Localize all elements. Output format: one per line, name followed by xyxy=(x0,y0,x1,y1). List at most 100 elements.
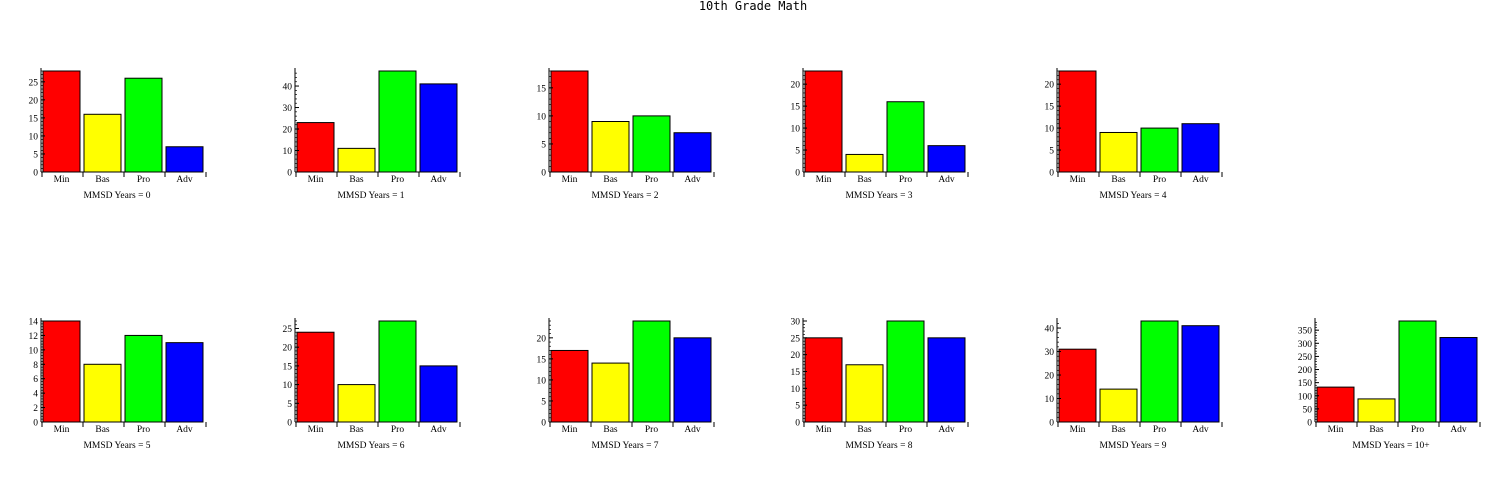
chart-panel-0: 0 5 10 15 20 25 Min Bas Pro Adv MMSD Years = 0 xyxy=(29,68,207,201)
y-tick-label: 10 xyxy=(283,147,293,157)
panel-label: MMSD Years = 10+ xyxy=(1352,441,1429,451)
x-tick-label: Bas xyxy=(95,175,110,185)
y-tick-label: 0 xyxy=(795,169,800,179)
bar-adv xyxy=(419,83,458,173)
y-tick-label: 12 xyxy=(29,332,39,342)
panel-label: MMSD Years = 8 xyxy=(845,441,912,451)
panel-label: MMSD Years = 9 xyxy=(1099,441,1166,451)
y-tick-label: 300 xyxy=(1298,340,1313,350)
y-tick-label: 5 xyxy=(795,402,800,412)
y-tick-label: 250 xyxy=(1298,353,1313,363)
bar-bas xyxy=(83,113,122,173)
y-tick-label: 0 xyxy=(33,169,38,179)
y-tick-label: 0 xyxy=(541,169,546,179)
x-tick-label: Bas xyxy=(857,425,872,435)
x-tick-label: Min xyxy=(816,425,832,435)
bar-bas xyxy=(83,363,122,423)
x-tick-label: Pro xyxy=(645,175,658,185)
y-tick-label: 0 xyxy=(795,419,800,429)
page-title: 10th Grade Math xyxy=(698,0,808,13)
y-tick-label: 10 xyxy=(29,346,39,356)
chart-panel-9: 0 10 20 30 40 Min Bas Pro Adv MMSD Years = 9 xyxy=(1045,318,1223,451)
bar-bas xyxy=(337,147,376,173)
panel-label: MMSD Years = 5 xyxy=(83,441,150,451)
y-tick-label: 5 xyxy=(541,140,546,150)
chart-panel-5: 0 2 4 6 8 10 12 14 Min Bas Pro Adv MMSD Years = 5 xyxy=(29,318,207,451)
y-tick-label: 40 xyxy=(1045,325,1055,335)
bar-pro xyxy=(378,320,417,423)
bar-adv xyxy=(927,337,966,423)
x-tick-label: Pro xyxy=(137,175,150,185)
x-tick-label: Adv xyxy=(938,425,955,435)
bar-bas xyxy=(591,121,630,173)
x-tick-label: Min xyxy=(562,425,578,435)
y-tick-label: 20 xyxy=(1045,81,1055,91)
bar-pro xyxy=(1140,320,1179,423)
x-tick-label: Pro xyxy=(391,175,404,185)
panel-label: MMSD Years = 2 xyxy=(591,191,658,201)
bar-min xyxy=(550,349,589,423)
y-tick-label: 15 xyxy=(791,368,801,378)
x-tick-label: Adv xyxy=(684,175,701,185)
y-tick-label: 30 xyxy=(1045,348,1055,358)
y-tick-label: 40 xyxy=(283,83,293,93)
bar-pro xyxy=(632,115,671,173)
x-tick-label: Min xyxy=(1070,425,1086,435)
x-tick-label: Min xyxy=(54,425,70,435)
x-tick-label: Bas xyxy=(349,175,364,185)
bar-adv xyxy=(165,342,204,423)
y-tick-label: 350 xyxy=(1298,327,1313,337)
y-tick-label: 20 xyxy=(791,81,801,91)
bar-min xyxy=(42,320,81,423)
y-tick-label: 20 xyxy=(283,344,293,354)
bar-min xyxy=(296,122,335,173)
bar-bas xyxy=(1357,398,1396,423)
y-tick-label: 25 xyxy=(29,78,39,88)
bar-min xyxy=(1058,70,1097,173)
bar-min xyxy=(804,70,843,173)
y-tick-label: 8 xyxy=(33,361,38,371)
bar-bas xyxy=(1099,131,1138,173)
x-tick-label: Bas xyxy=(95,425,110,435)
bar-adv xyxy=(165,146,204,173)
y-tick-label: 200 xyxy=(1298,366,1313,376)
bar-min xyxy=(550,70,589,173)
chart-panel-7: 0 5 10 15 20 Min Bas Pro Adv MMSD Years = 7 xyxy=(537,318,715,451)
y-tick-label: 15 xyxy=(537,84,547,94)
x-tick-label: Min xyxy=(308,425,324,435)
x-tick-label: Pro xyxy=(1153,175,1166,185)
chart-panel-1: 0 10 20 30 40 Min Bas Pro Adv MMSD Years = 1 xyxy=(283,68,461,201)
x-tick-label: Min xyxy=(816,175,832,185)
x-tick-label: Adv xyxy=(430,425,447,435)
x-tick-label: Pro xyxy=(899,175,912,185)
chart-panel-4: 0 5 10 15 20 Min Bas Pro Adv MMSD Years = 4 xyxy=(1045,68,1223,201)
x-tick-label: Adv xyxy=(684,425,701,435)
x-tick-label: Adv xyxy=(938,175,955,185)
y-tick-label: 150 xyxy=(1298,379,1313,389)
bar-bas xyxy=(845,364,884,423)
x-tick-label: Pro xyxy=(391,425,404,435)
bar-pro xyxy=(124,334,163,423)
x-tick-label: Pro xyxy=(645,425,658,435)
x-tick-label: Bas xyxy=(1111,175,1126,185)
x-tick-label: Pro xyxy=(1411,425,1424,435)
bar-pro xyxy=(124,77,163,173)
y-tick-label: 0 xyxy=(1049,169,1054,179)
y-tick-label: 5 xyxy=(287,400,292,410)
x-tick-label: Bas xyxy=(349,425,364,435)
bar-bas xyxy=(1099,388,1138,423)
y-tick-label: 20 xyxy=(283,126,293,136)
bar-adv xyxy=(1181,325,1220,423)
x-tick-label: Bas xyxy=(857,175,872,185)
bar-adv xyxy=(673,132,712,173)
y-tick-label: 15 xyxy=(283,362,293,372)
y-tick-label: 14 xyxy=(29,318,39,328)
bar-min xyxy=(804,337,843,423)
bar-adv xyxy=(419,365,458,423)
x-tick-label: Min xyxy=(1070,175,1086,185)
panel-label: MMSD Years = 1 xyxy=(337,191,404,201)
y-tick-label: 0 xyxy=(541,419,546,429)
bar-pro xyxy=(886,101,925,173)
bar-bas xyxy=(337,384,376,423)
